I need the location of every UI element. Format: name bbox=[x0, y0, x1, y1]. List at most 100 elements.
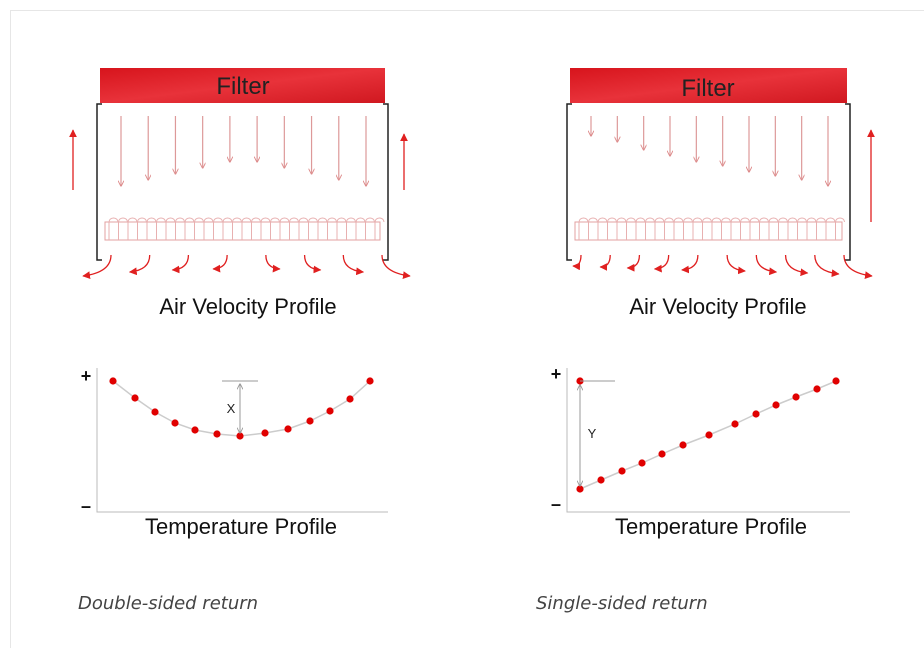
profile-dot bbox=[171, 419, 179, 427]
return-arrow bbox=[814, 254, 840, 278]
caption: Double-sided return bbox=[78, 593, 258, 614]
return-arrow bbox=[572, 254, 582, 271]
profile-dot bbox=[832, 377, 840, 385]
grille bbox=[156, 217, 166, 223]
grille bbox=[251, 217, 261, 223]
profile-dot bbox=[284, 425, 292, 433]
grille bbox=[797, 217, 807, 223]
grille bbox=[336, 217, 347, 223]
dimension-label: Y bbox=[588, 426, 597, 441]
grille bbox=[740, 217, 750, 223]
grille bbox=[721, 217, 731, 223]
plus-sign: + bbox=[551, 364, 562, 384]
velocity-label: Air Velocity Profile bbox=[629, 294, 806, 319]
filter-label: Filter bbox=[681, 75, 734, 102]
profile-dot bbox=[638, 459, 646, 467]
grille bbox=[692, 217, 703, 223]
grille bbox=[308, 217, 318, 223]
profile-dot bbox=[597, 476, 605, 484]
grille bbox=[607, 217, 617, 223]
grille bbox=[194, 217, 204, 223]
cabinet-bracket bbox=[96, 103, 102, 261]
grille bbox=[270, 217, 280, 223]
profile-dot bbox=[772, 401, 780, 409]
dimension-label: X bbox=[227, 401, 236, 416]
grille bbox=[184, 217, 195, 223]
profile-dot bbox=[261, 429, 269, 437]
grille bbox=[118, 217, 128, 223]
grille bbox=[683, 217, 693, 223]
grille bbox=[588, 217, 598, 223]
grille bbox=[298, 217, 309, 223]
return-arrow bbox=[784, 254, 809, 277]
grille bbox=[664, 217, 674, 223]
caption: Single-sided return bbox=[536, 593, 708, 614]
profile-dot bbox=[191, 426, 199, 434]
return-arrow bbox=[599, 254, 611, 271]
grille bbox=[673, 217, 684, 223]
grille bbox=[702, 217, 712, 223]
minus-sign: – bbox=[551, 494, 561, 514]
return-arrow bbox=[82, 254, 112, 279]
grille bbox=[787, 217, 798, 223]
return-arrow bbox=[726, 254, 746, 275]
profile-dot bbox=[792, 393, 800, 401]
profile-dot bbox=[731, 420, 739, 428]
layout bbox=[69, 68, 875, 513]
profile-dot bbox=[109, 377, 117, 385]
return-arrow bbox=[653, 254, 670, 273]
profile-dot bbox=[679, 441, 687, 449]
grille bbox=[778, 217, 788, 223]
grille bbox=[374, 217, 385, 223]
grille bbox=[616, 217, 627, 223]
grille bbox=[365, 217, 375, 223]
profile-dot bbox=[813, 385, 821, 393]
grille bbox=[260, 217, 271, 223]
grille bbox=[203, 217, 214, 223]
profile-dot bbox=[213, 430, 221, 438]
grille bbox=[317, 217, 328, 223]
cabinet-bracket bbox=[383, 103, 389, 261]
filter-bar bbox=[100, 68, 385, 103]
grille bbox=[825, 217, 836, 223]
plot-axes bbox=[96, 368, 388, 513]
plus-sign: + bbox=[81, 366, 92, 386]
minus-sign: – bbox=[81, 496, 91, 516]
grille bbox=[137, 217, 147, 223]
filter-bar bbox=[570, 68, 847, 103]
grille bbox=[806, 217, 817, 223]
grille bbox=[146, 217, 157, 223]
profile-dot bbox=[752, 410, 760, 418]
profile-dot bbox=[658, 450, 666, 458]
profile-dot bbox=[326, 407, 334, 415]
grille bbox=[327, 217, 337, 223]
return-arrow bbox=[303, 254, 322, 274]
profile-dot bbox=[306, 417, 314, 425]
grille bbox=[711, 217, 722, 223]
grille bbox=[816, 217, 826, 223]
return-arrow bbox=[381, 254, 411, 279]
grille bbox=[626, 217, 636, 223]
grille bbox=[759, 217, 769, 223]
temperature-label: Temperature Profile bbox=[145, 514, 337, 539]
grille bbox=[355, 217, 366, 223]
cabinet-bracket bbox=[566, 103, 572, 261]
profile-dot bbox=[705, 431, 713, 439]
return-arrow bbox=[171, 254, 190, 274]
grille bbox=[597, 217, 608, 223]
return-arrow bbox=[681, 254, 699, 274]
grille bbox=[768, 217, 779, 223]
profile-dot bbox=[151, 408, 159, 416]
profile-dot bbox=[236, 432, 244, 440]
grille bbox=[289, 217, 299, 223]
return-arrow bbox=[342, 254, 365, 276]
grille bbox=[730, 217, 741, 223]
velocity-label: Air Velocity Profile bbox=[159, 294, 336, 319]
return-arrow bbox=[843, 254, 873, 279]
profile-dot bbox=[131, 394, 139, 402]
grille bbox=[108, 217, 119, 223]
profile-dot bbox=[576, 485, 584, 493]
grille bbox=[749, 217, 760, 223]
